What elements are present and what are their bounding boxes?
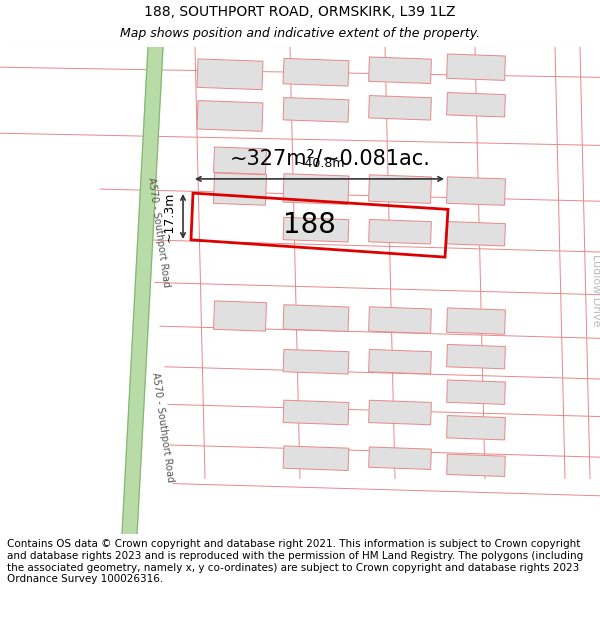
Text: A570 - Southport Road: A570 - Southport Road [146, 176, 171, 288]
Polygon shape [446, 177, 505, 206]
Polygon shape [368, 307, 431, 333]
Polygon shape [368, 349, 431, 374]
Text: Map shows position and indicative extent of the property.: Map shows position and indicative extent… [120, 28, 480, 41]
Polygon shape [446, 308, 505, 334]
Polygon shape [368, 96, 431, 120]
Polygon shape [197, 101, 263, 131]
Polygon shape [446, 92, 505, 117]
Text: Ludlow Drive: Ludlow Drive [591, 254, 600, 327]
Polygon shape [368, 400, 431, 425]
Polygon shape [122, 47, 163, 534]
Polygon shape [446, 221, 505, 246]
Polygon shape [368, 57, 431, 84]
Polygon shape [446, 416, 505, 440]
Text: ~17.3m: ~17.3m [163, 191, 176, 242]
Polygon shape [368, 175, 431, 203]
Polygon shape [283, 217, 349, 242]
Text: 188: 188 [283, 211, 335, 239]
Text: A570 - Southport Road: A570 - Southport Road [150, 371, 175, 482]
Polygon shape [197, 59, 263, 89]
Polygon shape [368, 219, 431, 244]
Polygon shape [446, 380, 505, 404]
Text: 188, SOUTHPORT ROAD, ORMSKIRK, L39 1LZ: 188, SOUTHPORT ROAD, ORMSKIRK, L39 1LZ [144, 5, 456, 19]
Polygon shape [214, 147, 266, 174]
Polygon shape [214, 301, 266, 331]
Polygon shape [283, 400, 349, 425]
Polygon shape [283, 58, 349, 86]
Polygon shape [368, 447, 431, 469]
Polygon shape [283, 446, 349, 471]
Text: ~327m²/~0.081ac.: ~327m²/~0.081ac. [230, 149, 430, 169]
Polygon shape [214, 173, 266, 205]
Polygon shape [283, 349, 349, 374]
Polygon shape [446, 344, 505, 369]
Polygon shape [283, 174, 349, 204]
Text: Contains OS data © Crown copyright and database right 2021. This information is : Contains OS data © Crown copyright and d… [7, 539, 583, 584]
Polygon shape [283, 305, 349, 331]
Polygon shape [283, 98, 349, 122]
Text: ~40.8m: ~40.8m [294, 157, 345, 170]
Polygon shape [446, 54, 505, 81]
Polygon shape [446, 454, 505, 476]
